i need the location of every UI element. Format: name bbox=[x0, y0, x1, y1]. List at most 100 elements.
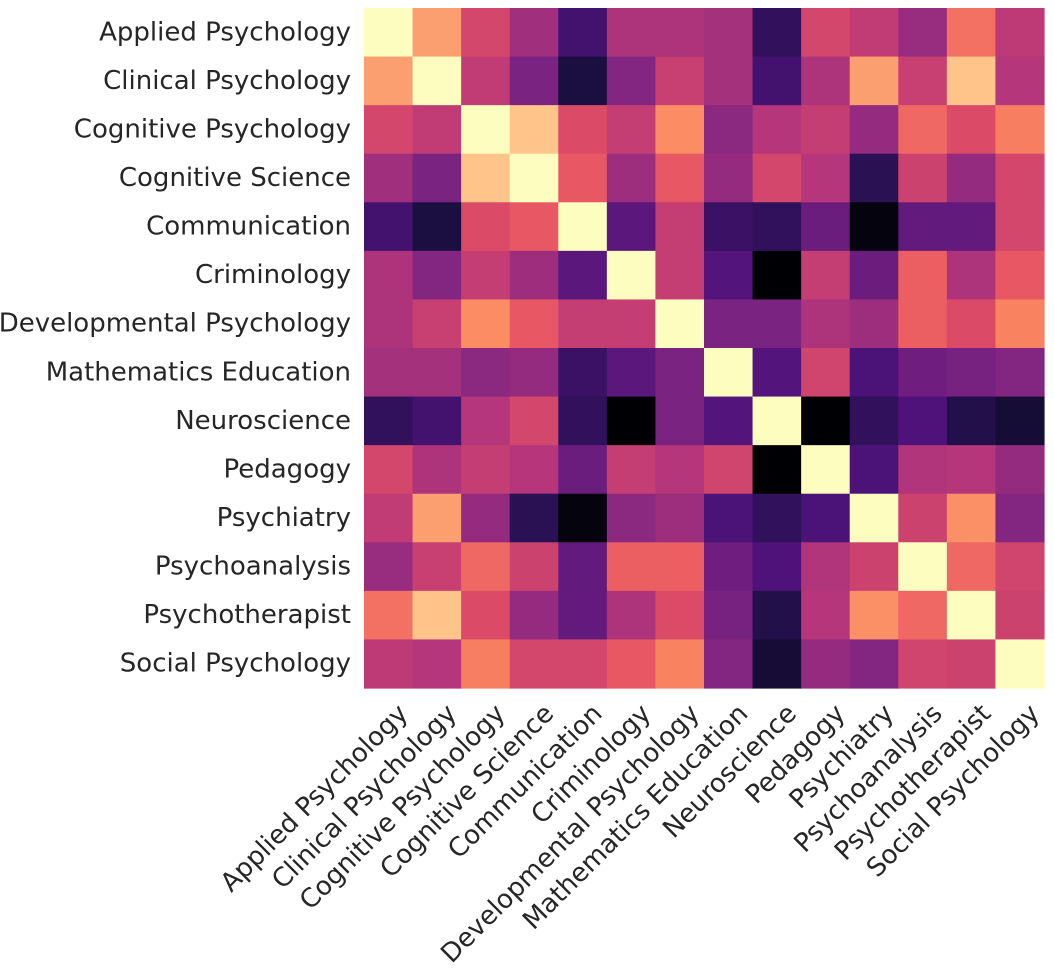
heatmap-cell bbox=[704, 396, 754, 446]
heatmap-cell bbox=[509, 105, 559, 155]
heatmap-cell bbox=[704, 299, 754, 349]
heatmap-cell bbox=[849, 639, 899, 689]
heatmap-cell bbox=[995, 590, 1045, 641]
heatmap-cell bbox=[704, 202, 754, 252]
heatmap-cell bbox=[898, 493, 948, 543]
heatmap-cell bbox=[558, 639, 608, 689]
heatmap-cell bbox=[946, 250, 997, 301]
y-tick-labels: Applied Psychology Clinical Psychology Cog… bbox=[0, 17, 351, 678]
heatmap-cell bbox=[946, 493, 997, 543]
heatmap-cell bbox=[558, 202, 608, 252]
heatmap-cell bbox=[995, 445, 1045, 495]
heatmap-cell bbox=[606, 105, 657, 155]
heatmap-cell bbox=[946, 202, 997, 252]
heatmap-cell bbox=[606, 250, 657, 301]
heatmap-cell bbox=[752, 348, 802, 398]
heatmap-cell bbox=[995, 202, 1045, 252]
heatmap-cell bbox=[995, 250, 1045, 301]
heatmap-cell bbox=[412, 56, 462, 106]
heatmap-cell bbox=[801, 590, 851, 641]
heatmap-cell bbox=[995, 105, 1045, 155]
heatmap-cell bbox=[412, 396, 462, 446]
heatmap-cell bbox=[655, 56, 705, 106]
heatmap-cell bbox=[412, 250, 462, 301]
heatmap-cell bbox=[946, 542, 997, 592]
heatmap-cell bbox=[606, 348, 657, 398]
heatmap-cell bbox=[655, 445, 705, 495]
heatmap-cell bbox=[364, 202, 414, 252]
heatmap-cell bbox=[898, 542, 948, 592]
heatmap-cell bbox=[461, 105, 511, 155]
heatmap-cell bbox=[752, 445, 802, 495]
heatmap-cell bbox=[606, 396, 657, 446]
heatmap-cell bbox=[412, 202, 462, 252]
heatmap-cell bbox=[364, 8, 414, 58]
y-tick-label: Psychotherapist bbox=[143, 600, 351, 630]
heatmap-cell bbox=[801, 445, 851, 495]
heatmap-cell bbox=[412, 445, 462, 495]
heatmap-cell bbox=[509, 348, 559, 398]
heatmap-cell bbox=[558, 299, 608, 349]
heatmap-cell bbox=[655, 493, 705, 543]
heatmap-cell bbox=[655, 542, 705, 592]
heatmap-cell bbox=[995, 396, 1045, 446]
heatmap-cell bbox=[655, 590, 705, 641]
heatmap-cell bbox=[606, 445, 657, 495]
heatmap-cell bbox=[946, 105, 997, 155]
heatmap-cell bbox=[752, 542, 802, 592]
heatmap-cell bbox=[704, 590, 754, 641]
heatmap-cell bbox=[364, 396, 414, 446]
heatmap-cell bbox=[606, 493, 657, 543]
heatmap-cell bbox=[364, 105, 414, 155]
heatmap-cell bbox=[801, 56, 851, 106]
heatmap-cell bbox=[704, 639, 754, 689]
heatmap-cell bbox=[752, 153, 802, 203]
heatmap-cell bbox=[704, 542, 754, 592]
heatmap-cells bbox=[364, 8, 1045, 689]
heatmap-cell bbox=[898, 202, 948, 252]
heatmap-cell bbox=[849, 542, 899, 592]
heatmap-cell bbox=[509, 639, 559, 689]
heatmap-cell bbox=[412, 348, 462, 398]
heatmap-cell bbox=[849, 250, 899, 301]
heatmap-cell bbox=[606, 590, 657, 641]
y-tick-label: Criminology bbox=[195, 260, 351, 290]
heatmap-cell bbox=[412, 542, 462, 592]
heatmap-cell bbox=[995, 542, 1045, 592]
heatmap-cell bbox=[461, 56, 511, 106]
heatmap-cell bbox=[655, 202, 705, 252]
heatmap-cell bbox=[704, 105, 754, 155]
heatmap-cell bbox=[752, 639, 802, 689]
heatmap-cell bbox=[412, 8, 462, 58]
heatmap-cell bbox=[461, 299, 511, 349]
heatmap-cell bbox=[606, 56, 657, 106]
heatmap-cell bbox=[946, 445, 997, 495]
heatmap-cell bbox=[898, 153, 948, 203]
heatmap-cell bbox=[461, 445, 511, 495]
heatmap-cell bbox=[412, 299, 462, 349]
heatmap-cell bbox=[461, 396, 511, 446]
heatmap-cell bbox=[509, 202, 559, 252]
heatmap-cell bbox=[655, 639, 705, 689]
heatmap-cell bbox=[461, 250, 511, 301]
heatmap-cell bbox=[461, 348, 511, 398]
heatmap-cell bbox=[849, 445, 899, 495]
heatmap-cell bbox=[849, 396, 899, 446]
heatmap-cell bbox=[558, 445, 608, 495]
y-tick-label: Psychoanalysis bbox=[155, 552, 351, 582]
heatmap-cell bbox=[752, 8, 802, 58]
heatmap-cell bbox=[704, 250, 754, 301]
heatmap-cell bbox=[509, 153, 559, 203]
heatmap-cell bbox=[752, 590, 802, 641]
y-tick-label: Cognitive Psychology bbox=[74, 114, 351, 144]
heatmap-cell bbox=[849, 153, 899, 203]
heatmap-cell bbox=[898, 105, 948, 155]
heatmap-cell bbox=[412, 105, 462, 155]
heatmap-cell bbox=[364, 590, 414, 641]
heatmap-cell bbox=[849, 348, 899, 398]
heatmap-cell bbox=[801, 250, 851, 301]
heatmap-cell bbox=[752, 202, 802, 252]
heatmap-cell bbox=[461, 590, 511, 641]
heatmap-cell bbox=[412, 639, 462, 689]
heatmap-cell bbox=[995, 493, 1045, 543]
